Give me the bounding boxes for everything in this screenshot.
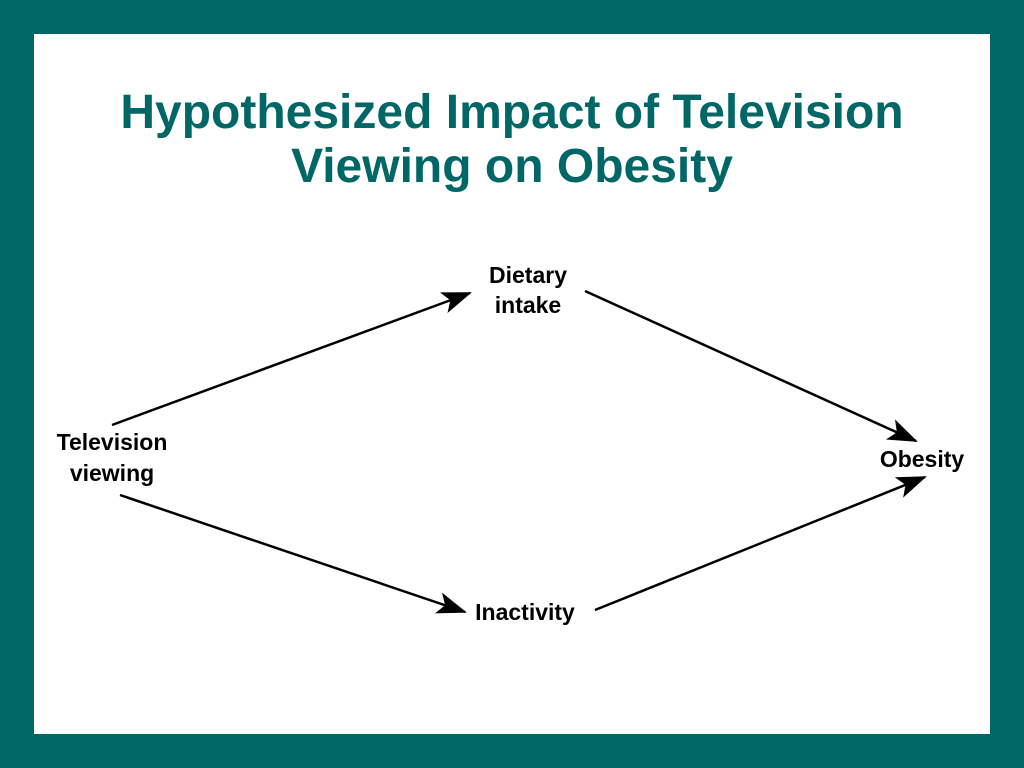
node-dietary-line-2: intake (495, 292, 561, 318)
node-obesity-line-1: Obesity (880, 446, 965, 472)
node-inactivity-line-1: Inactivity (475, 599, 575, 625)
arrow-inactivity-to-obesity (594, 475, 927, 612)
page-title: Hypothesized Impact of Television Viewin… (34, 86, 990, 194)
node-inactivity: Inactivity (475, 599, 575, 625)
arrow-television-to-dietary (111, 291, 472, 427)
node-dietary-intake: Dietary intake (489, 262, 567, 318)
node-television-viewing: Television viewing (57, 429, 168, 486)
node-television-line-1: Television (57, 429, 168, 455)
node-obesity: Obesity (880, 446, 965, 472)
slide-panel: Hypothesized Impact of Television Viewin… (34, 34, 990, 734)
node-dietary-line-1: Dietary (489, 262, 567, 288)
node-television-line-2: viewing (70, 460, 154, 486)
title-line-1: Hypothesized Impact of Television (120, 86, 904, 139)
title-line-2: Viewing on Obesity (291, 140, 733, 193)
arrow-television-to-inactivity (119, 493, 467, 614)
arrow-dietary-to-obesity (584, 289, 918, 443)
